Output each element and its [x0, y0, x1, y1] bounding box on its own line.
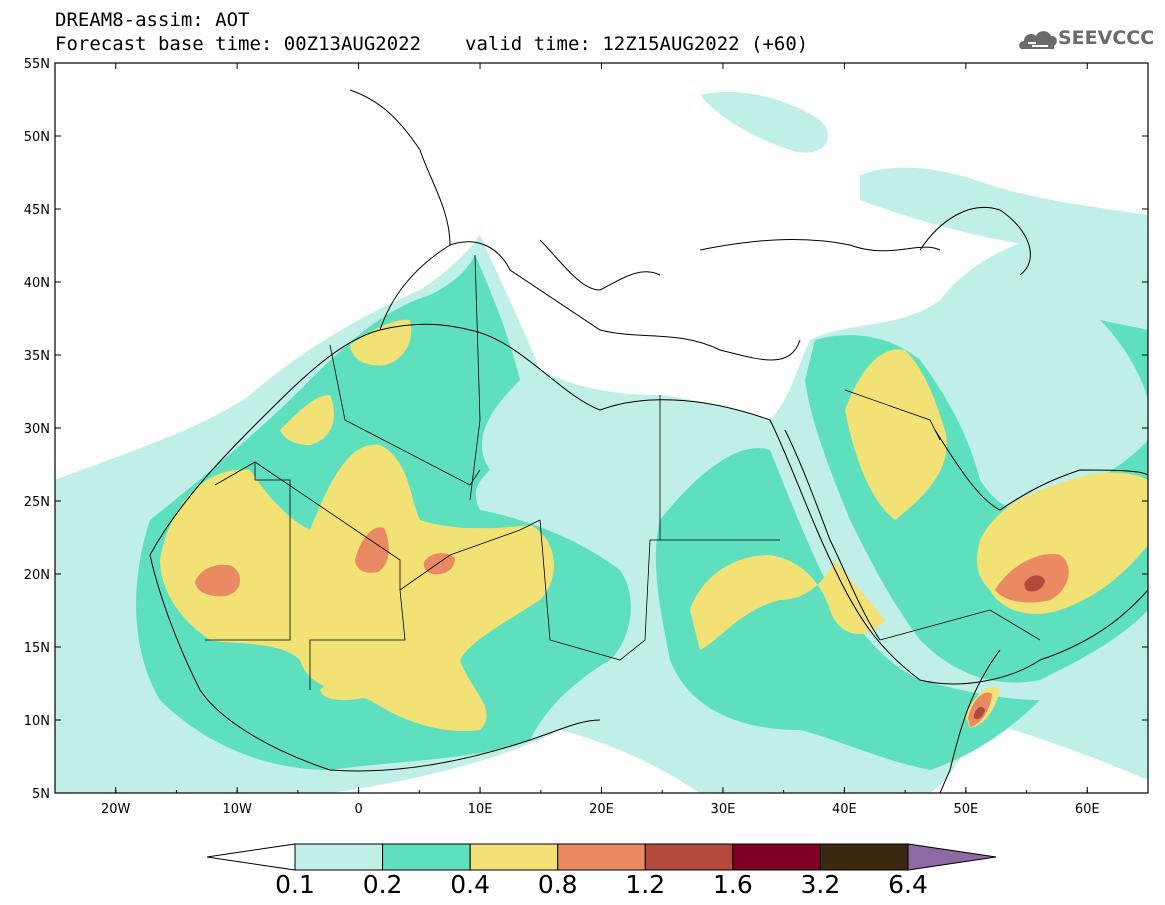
valid-time: valid time: 12Z15AUG2022 (+60): [465, 33, 809, 55]
aot-contour-0.4: [350, 319, 412, 366]
map-title: DREAM8-assim: AOT: [55, 9, 250, 31]
lat-label: 20N: [24, 568, 50, 583]
aot-contour-0.8: [195, 564, 241, 597]
aot-contour-1.2: [974, 706, 985, 720]
cloud-icon: [1019, 31, 1057, 49]
colorbar-box: [557, 843, 646, 871]
aot-contour-0.4: [320, 668, 381, 700]
colorbar-box: [644, 843, 734, 871]
lon-label: 30E: [711, 802, 736, 817]
colorbar: 0.1 0.2 0.4 0.8 1.2 1.6 3.2 6.4: [206, 843, 997, 899]
logo-text: SEEVCCC: [1058, 27, 1155, 49]
aot-contour-0.1: [860, 167, 1148, 260]
colorbar-box: [469, 843, 559, 871]
colorbar-label: 6.4: [888, 870, 928, 899]
lon-label: 0: [354, 802, 362, 817]
aot-contour-0.4: [160, 444, 554, 731]
lon-label: 10E: [468, 802, 493, 817]
base-time: Forecast base time: 00Z13AUG2022: [55, 33, 422, 55]
colorbar-label: 0.8: [538, 870, 578, 899]
coastlines: [149, 89, 1148, 793]
aot-contour-0.2: [1100, 320, 1148, 400]
lon-axis: 20W 10W 0 10E 20E 30E 40E 50E 60E: [54, 63, 1149, 817]
colorbar-label: 0.1: [275, 870, 315, 899]
colorbar-label: 0.2: [363, 870, 403, 899]
colorbar-label: 1.2: [625, 870, 665, 899]
lat-axis: 55N 50N 45N 40N 35N 30N 25N 20N 15N 10N 5N: [24, 57, 1148, 802]
lat-label: 15N: [24, 641, 50, 656]
colorbar-box: [819, 843, 909, 871]
lon-label: 40E: [832, 802, 857, 817]
aot-contour-0.2: [655, 448, 1040, 770]
colorbar-label: 0.4: [450, 870, 490, 899]
colorbar-label: 3.2: [801, 870, 841, 899]
lat-label: 40N: [24, 276, 50, 291]
colorbar-upper-arrow: [907, 843, 997, 871]
aot-contour-0.1: [700, 91, 829, 153]
lat-label: 5N: [32, 787, 50, 802]
lon-label: 20E: [589, 802, 614, 817]
lat-label: 25N: [24, 495, 50, 510]
lon-label: 60E: [1075, 802, 1100, 817]
aot-field: [55, 63, 1148, 793]
lon-label: 10W: [222, 802, 252, 817]
lat-label: 55N: [24, 57, 50, 72]
forecast-times: Forecast base time: 00Z13AUG2022 valid ti…: [55, 33, 808, 55]
lat-label: 45N: [24, 203, 50, 218]
aot-contour-0.8: [423, 553, 455, 575]
colorbar-box: [732, 843, 821, 871]
colorbar-label: 1.6: [713, 870, 753, 899]
lat-label: 10N: [24, 714, 50, 729]
colorbar-box: [382, 843, 471, 871]
colorbar-box: [294, 843, 384, 871]
lon-label: 20W: [101, 802, 131, 817]
aot-contour-0.8: [355, 527, 389, 573]
lat-label: 30N: [24, 422, 50, 437]
aot-contour-1.2: [1024, 575, 1045, 592]
aot-contour-0.4: [690, 555, 885, 650]
aot-contour-0.4: [845, 349, 947, 520]
colorbar-lower-arrow: [206, 843, 296, 871]
lon-label: 50E: [953, 802, 978, 817]
lat-label: 50N: [24, 130, 50, 145]
aot-contour-0.4: [280, 395, 334, 445]
political-borders: [205, 254, 1041, 690]
lat-label: 35N: [24, 349, 50, 364]
